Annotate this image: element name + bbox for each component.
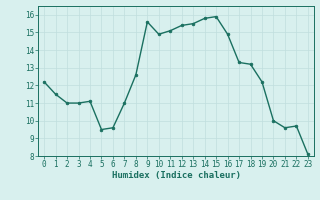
X-axis label: Humidex (Indice chaleur): Humidex (Indice chaleur) bbox=[111, 171, 241, 180]
